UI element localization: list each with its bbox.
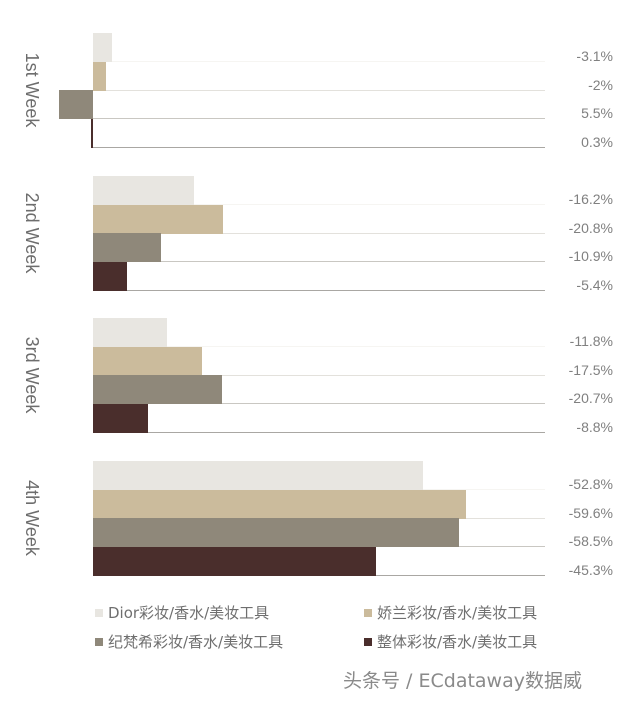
- chart-legend: Dior彩妆/香水/美妆工具 娇兰彩妆/香水/美妆工具 纪梵希彩妆/香水/美妆工…: [0, 598, 640, 658]
- bar: [93, 375, 223, 404]
- legend-swatch-overall: [364, 637, 372, 646]
- bar-row: -59.6%: [0, 490, 640, 521]
- bar: [93, 461, 423, 490]
- bar: [93, 176, 195, 205]
- bar-row: -11.8%: [0, 318, 640, 349]
- value-label: -3.1%: [576, 48, 613, 64]
- value-label: -2%: [588, 77, 613, 93]
- bar: [93, 62, 106, 91]
- value-label: -8.8%: [576, 419, 613, 435]
- watermark: 头条号 / ECdataway数据威: [343, 670, 582, 692]
- bar: [58, 90, 93, 119]
- bar-row: -52.8%: [0, 461, 640, 492]
- row-baseline: [93, 61, 545, 62]
- legend-label-dior: Dior彩妆/香水/美妆工具: [108, 604, 270, 622]
- bar: [90, 119, 93, 148]
- bar-row: -20.8%: [0, 205, 640, 236]
- value-label: -5.4%: [576, 277, 613, 293]
- bar-row: 5.5%: [0, 90, 640, 121]
- bar-row: -20.7%: [0, 375, 640, 406]
- bar: [93, 233, 162, 262]
- value-label: -20.8%: [568, 220, 613, 236]
- bar: [93, 318, 167, 347]
- bar: [93, 490, 466, 519]
- bar-row: -2%: [0, 62, 640, 93]
- bar-row: -16.2%: [0, 176, 640, 207]
- value-label: -20.7%: [568, 390, 613, 406]
- row-baseline: [93, 346, 545, 347]
- bar-row: -10.9%: [0, 233, 640, 264]
- legend-swatch-givenchy: [95, 637, 103, 646]
- bar: [93, 33, 113, 62]
- bar-row: -45.3%: [0, 547, 640, 578]
- bar: [93, 547, 377, 576]
- value-label: -10.9%: [568, 248, 613, 264]
- legend-item-dior: Dior彩妆/香水/美妆工具: [95, 602, 269, 623]
- row-baseline: [93, 375, 545, 376]
- legend-item-givenchy: 纪梵希彩妆/香水/美妆工具: [95, 631, 283, 652]
- bar-row: -17.5%: [0, 347, 640, 378]
- row-baseline: [93, 403, 545, 404]
- row-baseline: [93, 290, 545, 291]
- value-label: -52.8%: [568, 476, 613, 492]
- legend-item-overall: 整体彩妆/香水/美妆工具: [364, 631, 537, 652]
- row-baseline: [93, 118, 545, 119]
- value-label: -17.5%: [568, 362, 613, 378]
- bar: [93, 205, 223, 234]
- legend-label-overall: 整体彩妆/香水/美妆工具: [377, 633, 538, 651]
- value-label: -45.3%: [568, 562, 613, 578]
- value-label: 0.3%: [581, 134, 613, 150]
- grouped-bar-chart: 1st Week -3.1% -2% 5.5% 0.3% 2nd Week -16.2% -2…: [0, 33, 640, 578]
- value-label: -11.8%: [569, 333, 613, 349]
- bar: [93, 404, 148, 433]
- row-baseline: [93, 147, 545, 148]
- value-label: -16.2%: [568, 191, 613, 207]
- bar: [93, 262, 127, 291]
- bar-row: -5.4%: [0, 262, 640, 293]
- value-label: -59.6%: [568, 505, 613, 521]
- bar: [93, 347, 203, 376]
- row-baseline: [93, 261, 545, 262]
- value-label: 5.5%: [581, 105, 613, 121]
- bar: [93, 518, 459, 547]
- bar-row: 0.3%: [0, 119, 640, 150]
- bar-row: -8.8%: [0, 404, 640, 435]
- legend-label-guerlain: 娇兰彩妆/香水/美妆工具: [377, 604, 538, 622]
- legend-swatch-dior: [95, 608, 103, 617]
- legend-item-guerlain: 娇兰彩妆/香水/美妆工具: [364, 602, 537, 623]
- row-baseline: [93, 233, 545, 234]
- value-label: -58.5%: [568, 533, 613, 549]
- row-baseline: [93, 90, 545, 91]
- bar-row: -3.1%: [0, 33, 640, 64]
- row-baseline: [93, 204, 545, 205]
- row-baseline: [93, 432, 545, 433]
- bar-row: -58.5%: [0, 518, 640, 549]
- legend-swatch-guerlain: [364, 608, 372, 617]
- legend-label-givenchy: 纪梵希彩妆/香水/美妆工具: [108, 633, 284, 651]
